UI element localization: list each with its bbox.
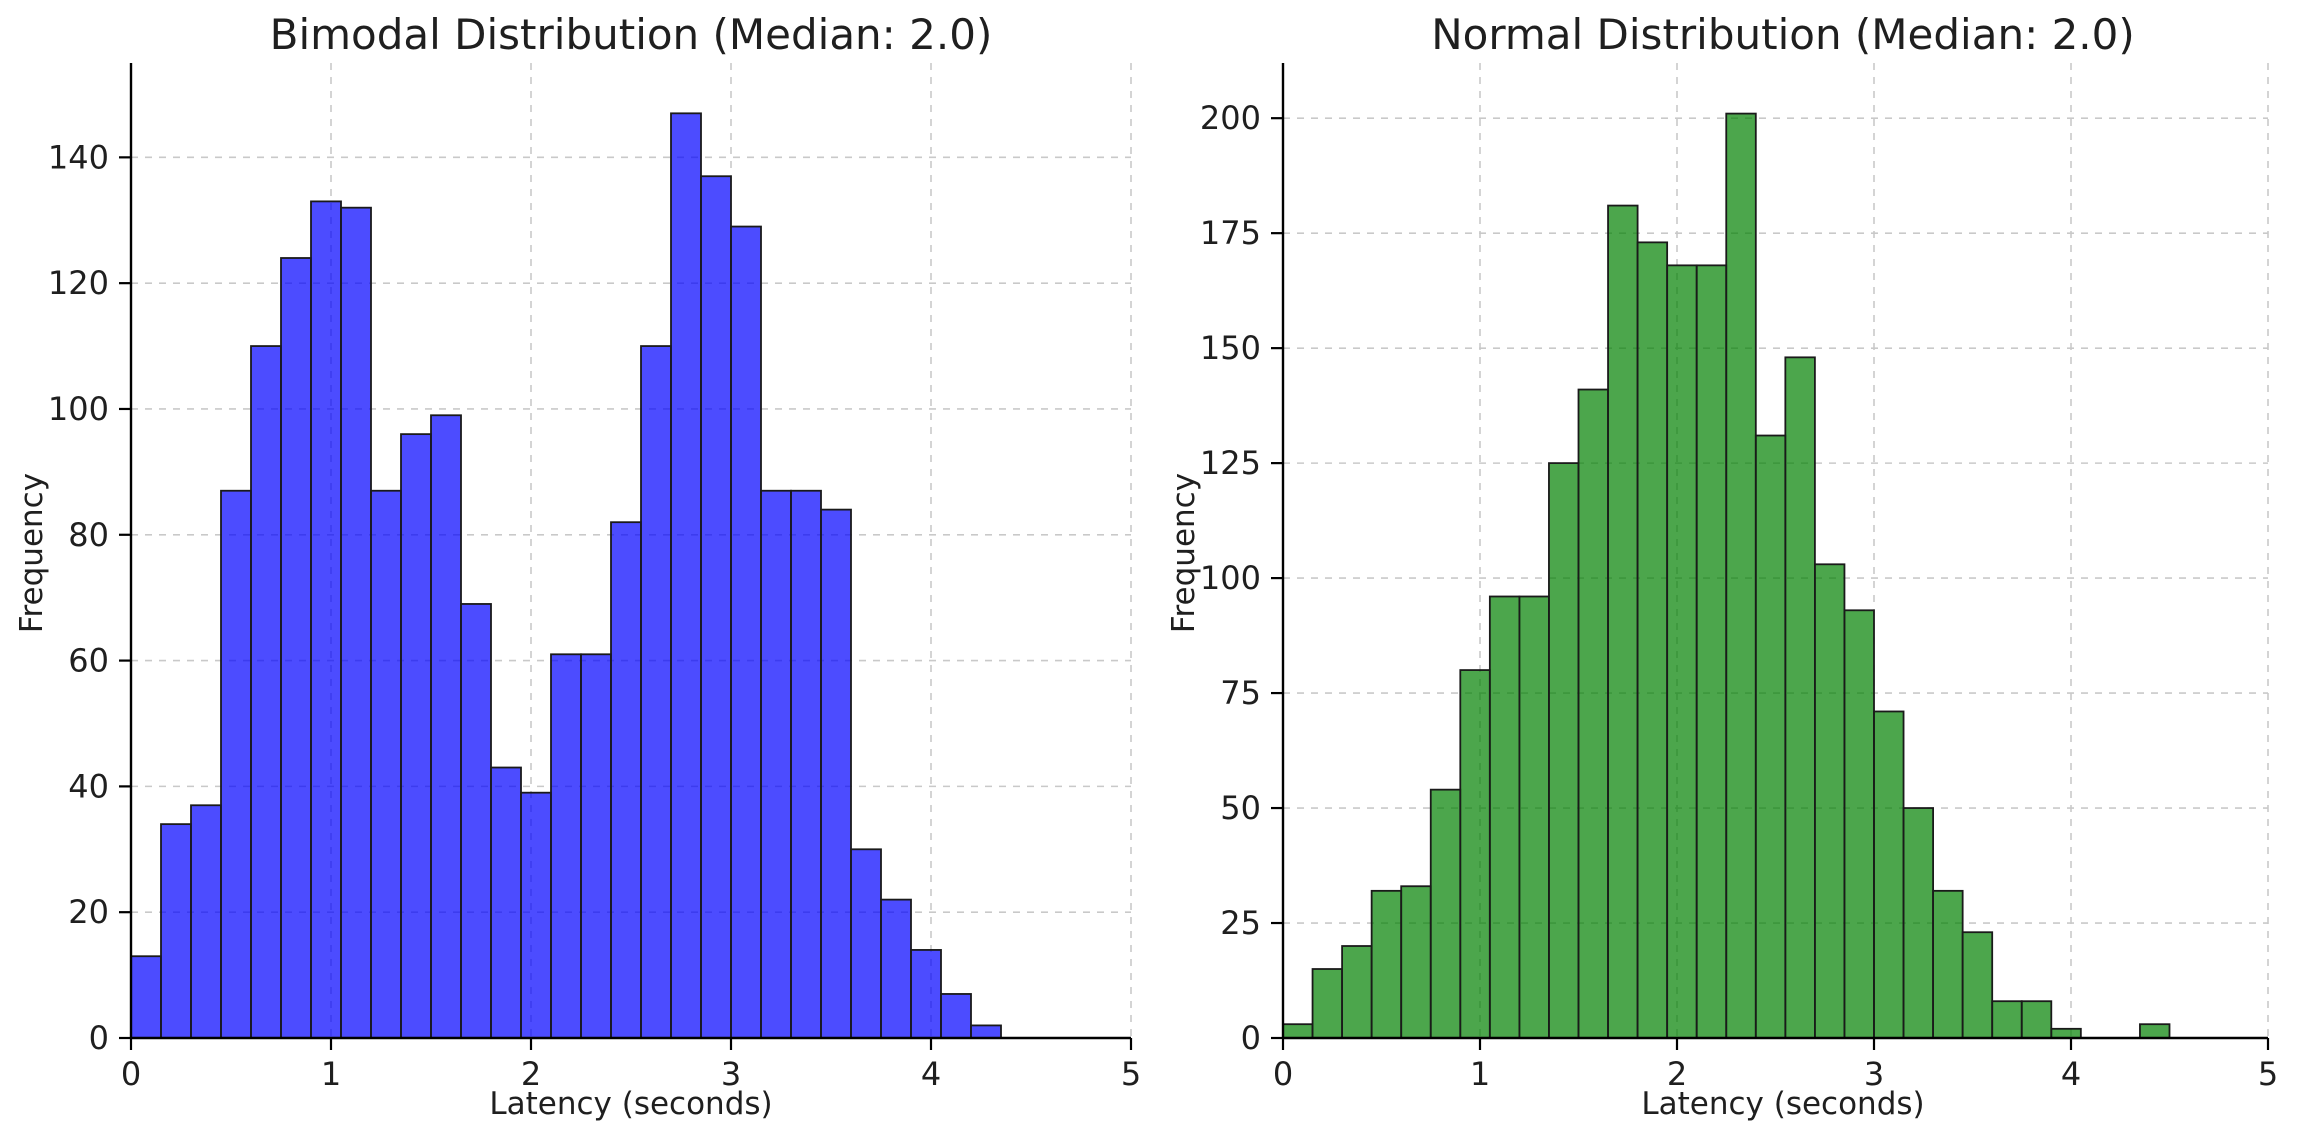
x-tick-label: 3 [721,1055,741,1093]
y-tick-label: 0 [1241,1019,1261,1057]
histogram-bar [250,345,282,1039]
histogram-bar [1548,462,1580,1039]
y-tick-label: 175 [1200,214,1261,252]
right-chart-title: Normal Distribution (Median: 2.0) [1431,10,2135,59]
x-tick-label: 4 [921,1055,941,1093]
histogram-bar [1873,710,1905,1039]
y-tick-label: 120 [48,264,109,302]
left-chart-title: Bimodal Distribution (Median: 2.0) [269,10,993,59]
histogram-bar [130,955,162,1039]
histogram-bar [220,489,252,1039]
histogram-bar [1341,945,1373,1039]
histogram-bar [580,653,612,1039]
left-y-axis-label: Frequency [14,472,50,634]
histogram-bar [1311,968,1344,1039]
histogram-bar [460,603,492,1039]
histogram-bar [1695,264,1728,1039]
y-tick-label: 80 [68,516,109,554]
y-tick-label: 140 [48,138,109,176]
histogram-bar [310,200,342,1039]
histogram-bar [730,225,762,1039]
x-tick-label: 2 [521,1055,541,1093]
histogram-bar [1725,112,1757,1039]
y-tick-label: 0 [89,1019,109,1057]
right-x-axis-label: Latency (seconds) [1641,1086,1925,1122]
histogram-bar [550,653,582,1039]
histogram-bar [2050,1027,2082,1039]
left-histogram-panel: 0 1 2 3 4 5 0 20 40 60 80 100 120 140 Bimodal Distrib… [14,10,1141,1122]
histogram-bar [1814,563,1846,1039]
histogram-bar [970,1024,1002,1039]
y-tick-label: 150 [1200,329,1261,367]
histogram-bar [700,175,732,1039]
y-tick-label: 200 [1200,99,1261,137]
histogram-bar [1666,264,1698,1039]
x-tick-label: 4 [2061,1055,2081,1093]
histogram-bar [1991,1000,2023,1039]
histogram-bar [190,804,222,1039]
left-x-axis-label: Latency (seconds) [489,1086,773,1122]
histogram-bar [1636,241,1669,1039]
x-tick-label: 3 [1864,1055,1884,1093]
histogram-bar [850,848,882,1039]
x-tick-label: 0 [1273,1055,1293,1093]
histogram-bar [640,345,672,1039]
histogram-bar [910,949,942,1039]
histogram-bar [1282,1023,1314,1039]
histogram-bar [340,206,372,1039]
histogram-bar [1961,931,1994,1039]
histogram-bar [160,823,192,1039]
histogram-bar [820,508,852,1039]
x-tick-label: 0 [121,1055,141,1093]
histogram-bar [490,766,522,1039]
histogram-bar [1370,889,1403,1039]
right-y-axis-label: Frequency [1166,472,1202,634]
right-histogram-panel: 0 1 2 3 4 5 0 25 50 75 100 125 150 175 200 Normal Dist… [1152,0,2304,1142]
histogram-bar [1577,388,1609,1039]
histogram-bar [880,898,912,1039]
y-tick-label: 75 [1220,674,1261,712]
histogram-bar [2139,1023,2171,1039]
histogram-bar [1488,595,1521,1039]
left-histogram-plot-area: 0 1 2 3 4 5 0 20 40 60 80 100 120 140 [48,63,1141,1093]
histogram-bar [1518,595,1550,1039]
y-tick-label: 25 [1220,904,1261,942]
x-tick-label: 2 [1667,1055,1687,1093]
histogram-bar [1429,788,1462,1039]
histogram-bar [940,993,972,1039]
y-tick-label: 100 [1200,559,1261,597]
histogram-bar [520,791,552,1039]
histogram-bar [1754,434,1787,1039]
y-tick-label: 125 [1200,444,1261,482]
y-tick-label: 40 [68,767,109,805]
histogram-bar [790,489,822,1039]
histogram-bar [670,112,702,1039]
histogram-bar [1459,669,1491,1039]
histogram-bar [610,521,642,1039]
y-tick-label: 100 [48,390,109,428]
histogram-bar [370,489,402,1039]
x-tick-label: 1 [321,1055,341,1093]
x-tick-label: 5 [2258,1055,2278,1093]
y-tick-label: 20 [68,893,109,931]
histogram-bar [400,433,432,1039]
histogram-bar [1902,807,1934,1039]
histogram-bar [430,414,462,1039]
histogram-bar [1607,204,1639,1039]
x-tick-label: 5 [1121,1055,1141,1093]
histogram-bar [1400,885,1432,1039]
histogram-bar [1843,609,1875,1039]
histogram-bar [760,489,792,1039]
y-tick-label: 50 [1220,789,1261,827]
y-tick-label: 60 [68,642,109,680]
histogram-bar [1784,356,1816,1039]
histogram-bar [280,257,312,1039]
histogram-bar [2020,1000,2053,1039]
x-tick-label: 1 [1470,1055,1490,1093]
histogram-bar [1932,889,1964,1039]
